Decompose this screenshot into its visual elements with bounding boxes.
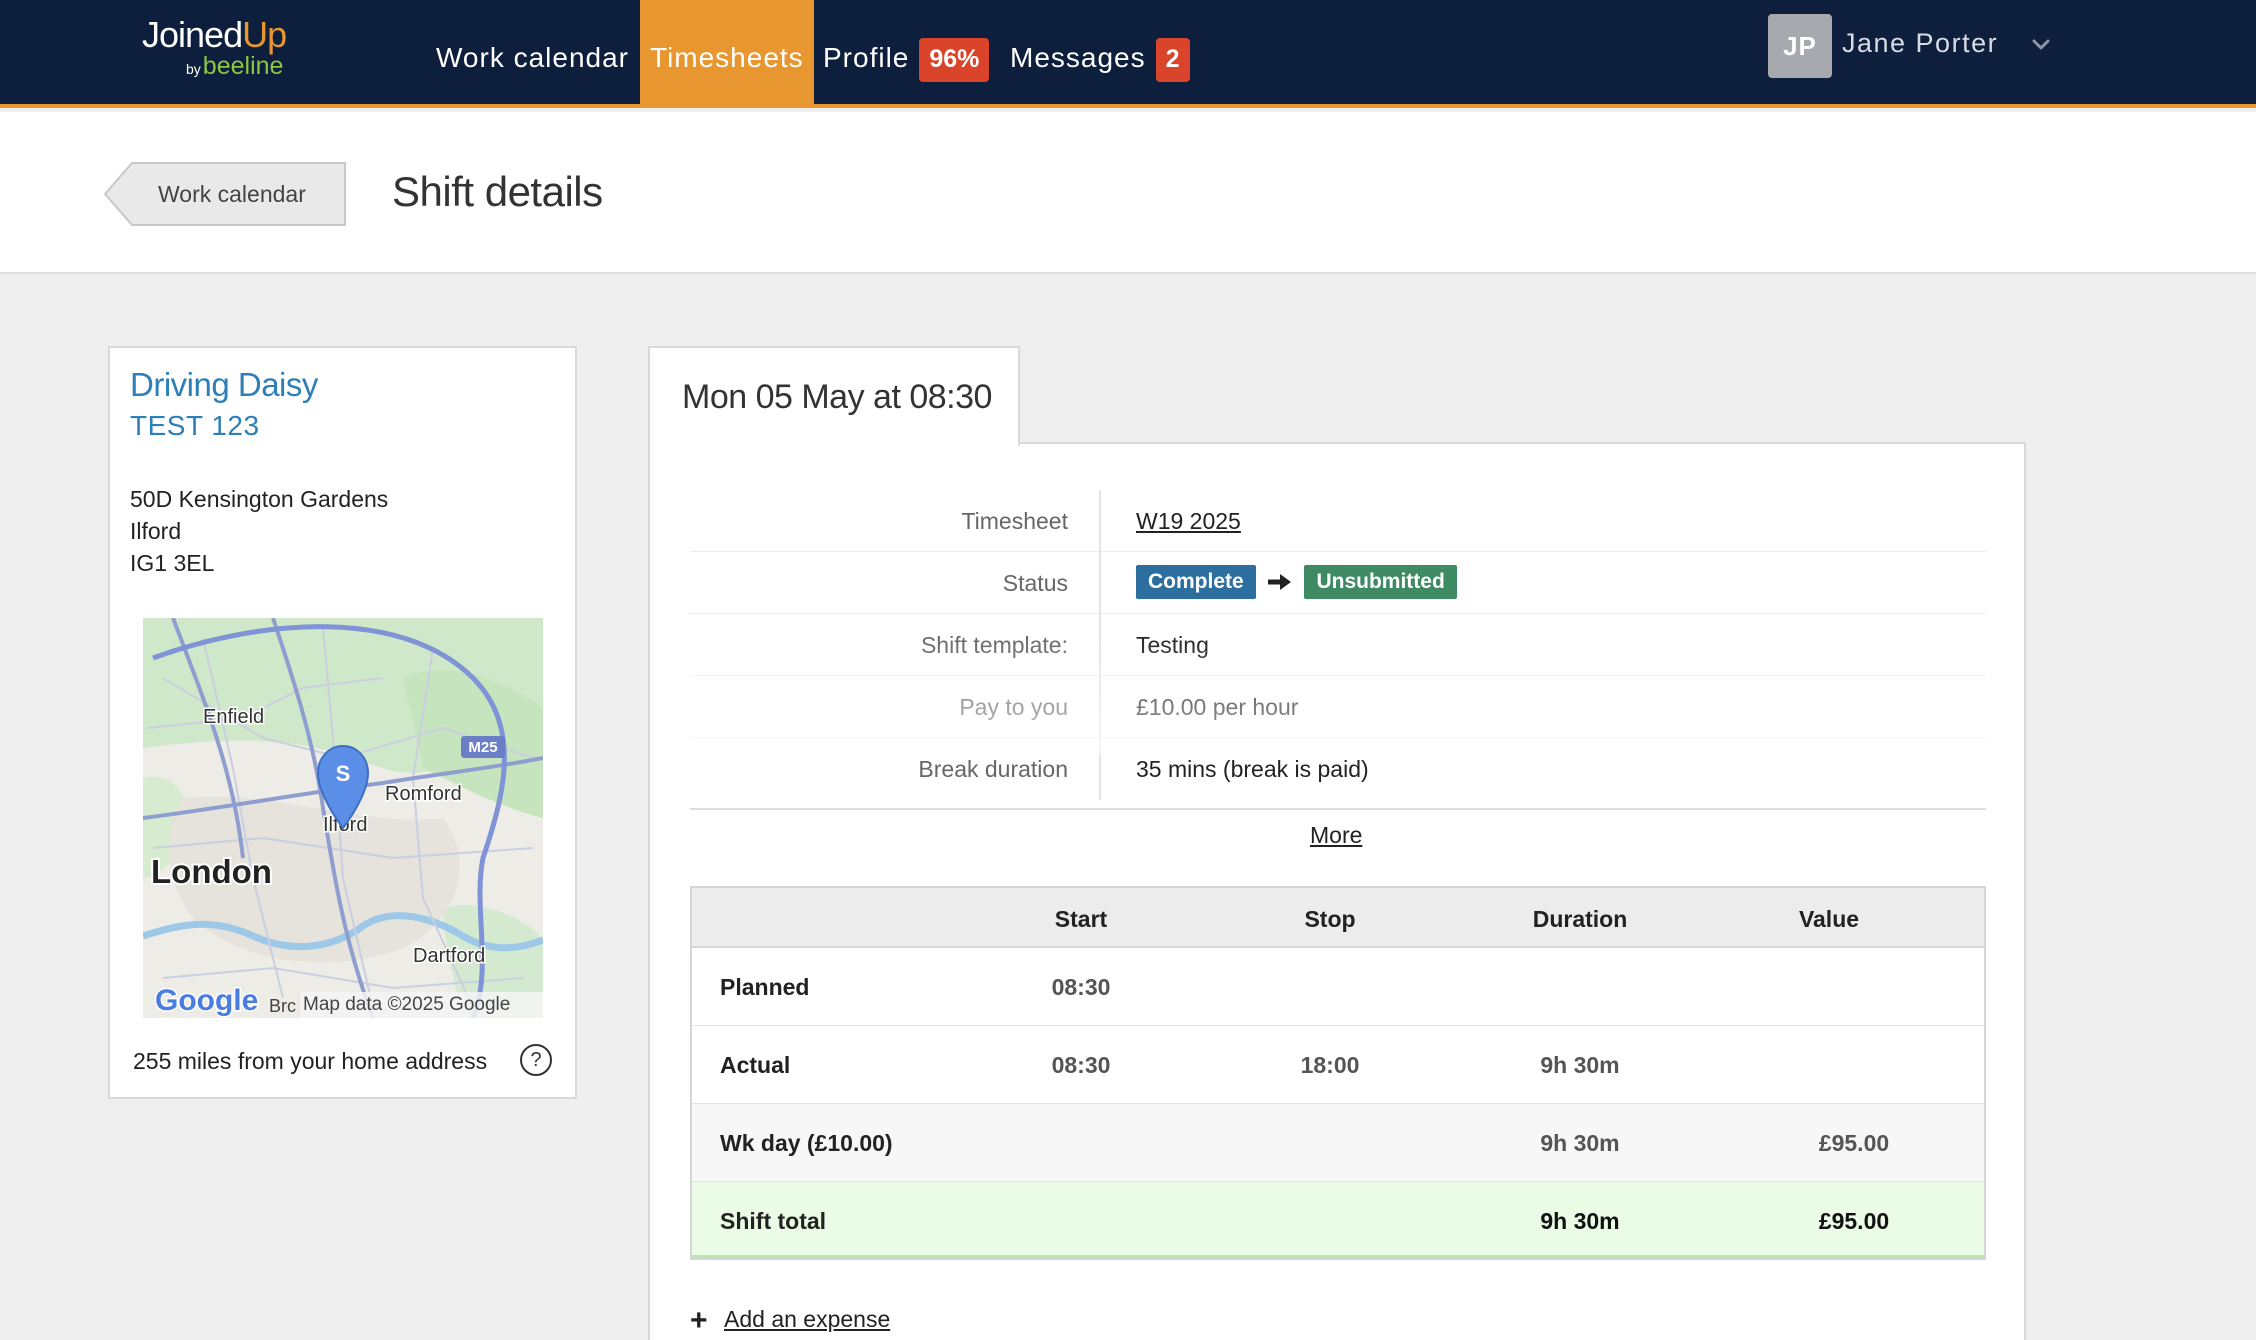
help-icon[interactable]: ? xyxy=(520,1044,552,1076)
location-card: Driving Daisy TEST 123 50D Kensington Ga… xyxy=(108,346,577,1099)
map-label-enfield: Enfield xyxy=(203,706,264,728)
table-row-shift-total: Shift total 9h 30m £95.00 xyxy=(692,1182,1984,1258)
add-expense-link[interactable]: + Add an expense xyxy=(690,1304,890,1338)
column-divider xyxy=(1099,738,1101,800)
break-duration-value: 35 mins (break is paid) xyxy=(1136,756,1369,782)
detail-row-timesheet: Timesheet W19 2025 xyxy=(690,490,1986,552)
map-pin-icon[interactable]: S xyxy=(316,744,370,830)
top-nav: JoinedUp bybeeline Work calendar Timeshe… xyxy=(0,0,2256,108)
cell-value: £95.00 xyxy=(1818,1208,1890,1234)
page-header: Work calendar Shift details xyxy=(0,112,2256,274)
user-menu-name[interactable]: Jane Porter xyxy=(1842,28,1999,58)
cell-duration: 9h 30m xyxy=(1540,1130,1620,1156)
column-header-value: Value xyxy=(1798,906,1860,932)
pay-rate-value: £10.00 per hour xyxy=(1136,694,1299,720)
user-avatar[interactable]: JP xyxy=(1768,14,1832,78)
detail-row-break: Break duration 35 mins (break is paid) xyxy=(690,738,1986,800)
nav-timesheets[interactable]: Timesheets xyxy=(640,0,814,104)
nav-profile[interactable]: Profile 96% xyxy=(823,0,990,104)
detail-label: Break duration xyxy=(918,756,1068,782)
plus-icon: + xyxy=(690,1304,708,1337)
table-row-weekday-rate: Wk day (£10.00) 9h 30m £95.00 xyxy=(692,1104,1984,1182)
shift-template-value: Testing xyxy=(1136,632,1209,658)
cell-start: 08:30 xyxy=(1051,1052,1111,1078)
client-code[interactable]: TEST 123 xyxy=(130,410,260,441)
divider xyxy=(690,808,1986,810)
map-graphic: M25 Enfield Romford Ilford London Dartfo… xyxy=(143,618,543,1018)
map-label-dartford: Dartford xyxy=(413,945,485,967)
cell-start: 08:30 xyxy=(1051,974,1111,1000)
map-attribution[interactable]: Map data ©2025 Google xyxy=(303,994,510,1015)
shift-date-tab[interactable]: Mon 05 May at 08:30 xyxy=(648,346,1020,446)
nav-messages[interactable]: Messages 2 xyxy=(1010,0,1190,104)
page-title: Shift details xyxy=(392,168,603,215)
joinedup-logo[interactable]: JoinedUp bybeeline xyxy=(140,14,320,84)
column-divider xyxy=(1099,676,1101,738)
distance-from-home: 255 miles from your home address xyxy=(133,1048,488,1074)
row-label: Wk day (£10.00) xyxy=(720,1130,893,1156)
column-header-start: Start xyxy=(1054,906,1108,932)
map-label-london: London xyxy=(151,853,272,890)
row-label: Shift total xyxy=(720,1208,827,1234)
shift-times-table: Start Stop Duration Value Planned 08:30 … xyxy=(690,886,1986,1260)
nav-item-label: Work calendar xyxy=(436,42,630,73)
cell-duration: 9h 30m xyxy=(1540,1052,1620,1078)
table-row-planned: Planned 08:30 xyxy=(692,948,1984,1026)
status-badge-unsubmitted: Unsubmitted xyxy=(1304,565,1457,599)
logo-accent-text: Up xyxy=(242,14,287,55)
nav-item-label: Profile xyxy=(823,42,910,73)
cell-duration: 9h 30m xyxy=(1540,1208,1620,1234)
map-label-m25: M25 xyxy=(468,739,497,756)
logo-by-text: by xyxy=(186,61,201,77)
shift-date-heading: Mon 05 May at 08:30 xyxy=(682,378,992,416)
cell-stop: 18:00 xyxy=(1300,1052,1360,1078)
logo-beeline-text: beeline xyxy=(202,52,284,80)
column-divider xyxy=(1099,614,1101,676)
nav-item-label: Timesheets xyxy=(650,42,804,73)
detail-label: Pay to you xyxy=(959,694,1068,720)
detail-label: Status xyxy=(1002,570,1068,596)
timesheet-link[interactable]: W19 2025 xyxy=(1136,508,1241,534)
status-badge-complete: Complete xyxy=(1136,565,1256,599)
add-expense-label: Add an expense xyxy=(724,1306,891,1332)
column-header-stop: Stop xyxy=(1304,906,1356,932)
more-details-link[interactable]: More xyxy=(1310,822,1363,848)
detail-label: Shift template: xyxy=(920,632,1068,658)
cell-value: £95.00 xyxy=(1818,1130,1890,1156)
column-header-duration: Duration xyxy=(1532,906,1628,932)
column-divider xyxy=(1099,490,1101,552)
shift-details-panel: Timesheet W19 2025 Status Complete Unsub… xyxy=(648,442,2026,1340)
row-label: Planned xyxy=(720,974,810,1000)
table-row-actual: Actual 08:30 18:00 9h 30m xyxy=(692,1026,1984,1104)
address-line-3: IG1 3EL xyxy=(130,550,215,576)
logo-main-text: Joined xyxy=(142,14,243,55)
back-button-label: Work calendar xyxy=(158,181,306,207)
address-line-2: Ilford xyxy=(130,518,182,544)
location-map[interactable]: M25 Enfield Romford Ilford London Dartfo… xyxy=(143,618,543,1018)
row-label: Actual xyxy=(720,1052,791,1078)
chevron-down-icon[interactable] xyxy=(2030,34,2052,56)
detail-row-shift-template: Shift template: Testing xyxy=(690,614,1986,676)
nav-item-label: Messages xyxy=(1010,42,1146,73)
map-label-romford: Romford xyxy=(385,783,462,805)
column-divider xyxy=(1099,552,1101,614)
table-header: Start Stop Duration Value xyxy=(692,888,1984,948)
map-clipped-label: Brc xyxy=(269,996,296,1016)
arrow-right-icon xyxy=(1268,574,1292,590)
back-arrow-shape-icon xyxy=(104,162,346,226)
profile-completion-badge: 96% xyxy=(919,38,990,82)
google-logo: Google xyxy=(155,984,258,1017)
nav-work-calendar[interactable]: Work calendar xyxy=(436,0,629,104)
address-line-1: 50D Kensington Gardens xyxy=(130,486,389,512)
detail-row-status: Status Complete Unsubmitted xyxy=(690,552,1986,614)
client-name[interactable]: Driving Daisy xyxy=(130,366,318,403)
map-pin-letter: S xyxy=(336,761,351,786)
detail-row-pay: Pay to you £10.00 per hour xyxy=(690,676,1986,738)
detail-label: Timesheet xyxy=(961,508,1068,534)
messages-count-badge: 2 xyxy=(1155,38,1190,82)
